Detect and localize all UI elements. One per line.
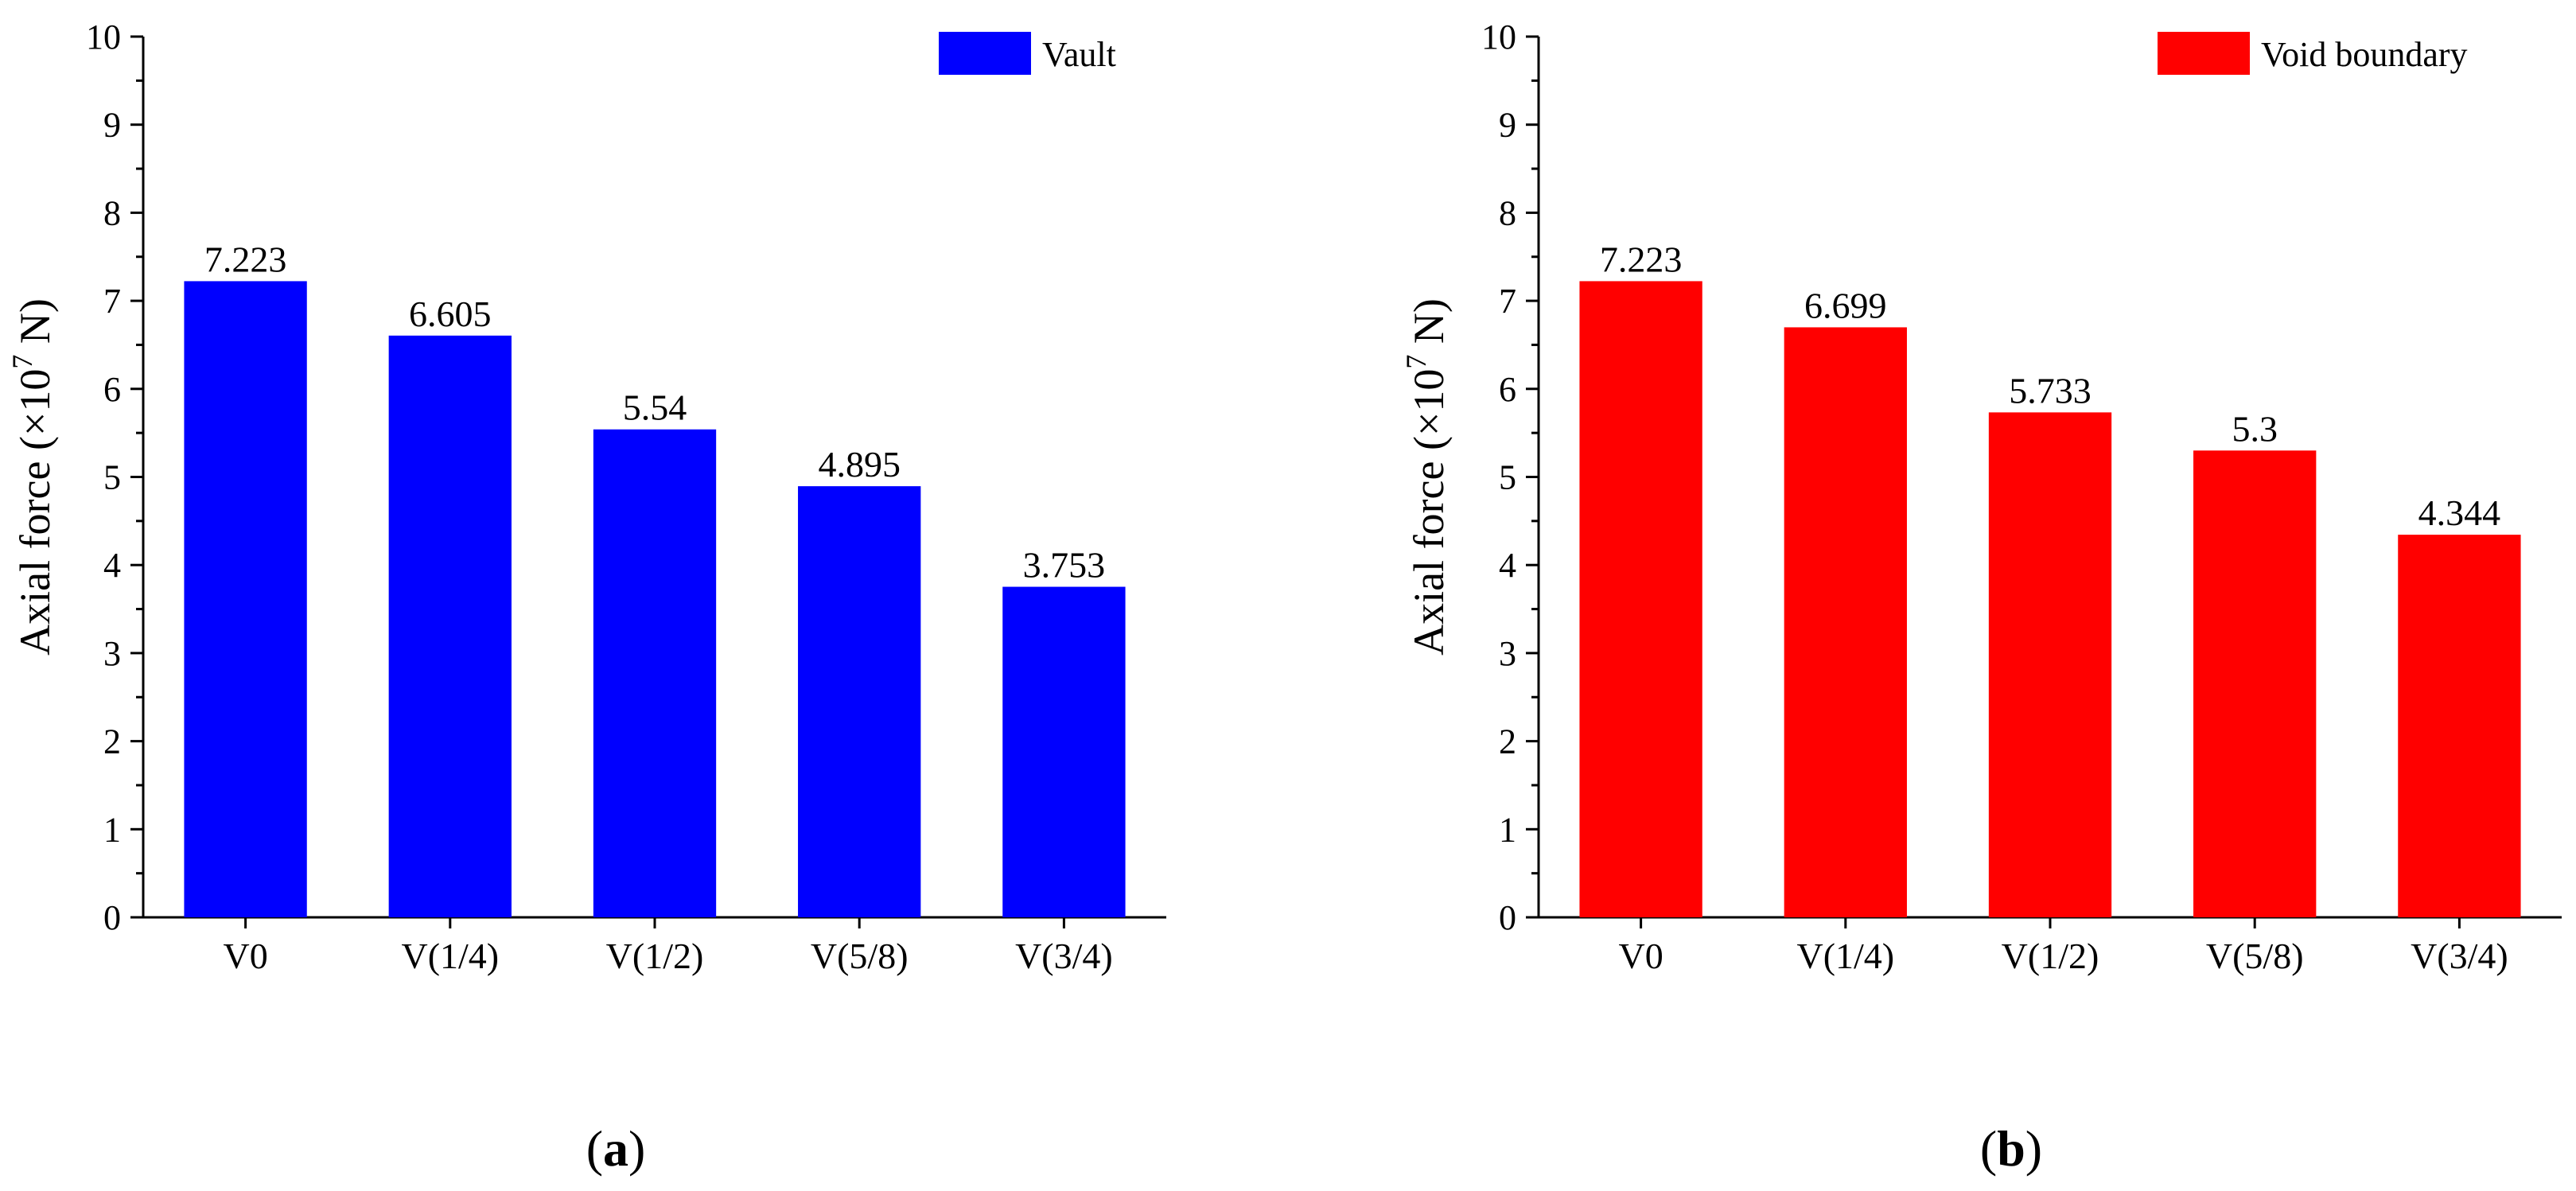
x-category-label: V0 <box>223 936 267 976</box>
y-tick-label: 3 <box>1499 634 1516 673</box>
y-tick-label: 1 <box>1499 810 1516 849</box>
panel-label-b: (b) <box>1980 1120 2042 1177</box>
y-axis-title-unit: N) <box>1405 298 1453 354</box>
bar-V(5/8) <box>798 486 921 917</box>
y-axis-title-unit: N) <box>11 298 59 354</box>
bar-V(1/2) <box>1988 412 2112 917</box>
data-label: 7.223 <box>204 239 287 279</box>
panel-label-b-letter: b <box>1997 1120 2025 1177</box>
data-label: 5.733 <box>2009 370 2092 411</box>
y-axis-title-main: Axial force (×10 <box>1405 369 1453 656</box>
data-label: 6.699 <box>1804 285 1887 325</box>
y-axis-title-exponent: 7 <box>1400 355 1432 369</box>
y-tick-label: 3 <box>103 634 121 673</box>
data-label: 5.54 <box>623 387 687 428</box>
panel-label-a-open: ( <box>586 1120 603 1177</box>
bar-V(1/4) <box>388 335 512 917</box>
panel-label-a: (a) <box>586 1120 646 1177</box>
y-tick-label: 8 <box>103 193 121 232</box>
x-category-label: V0 <box>1618 936 1663 976</box>
bar-V(5/8) <box>2193 450 2317 917</box>
bar-V(3/4) <box>2398 535 2521 917</box>
y-tick-label: 4 <box>103 546 121 585</box>
y-tick-label: 9 <box>1499 106 1516 145</box>
legend-swatch <box>2158 32 2250 75</box>
x-category-label: V(3/4) <box>2411 936 2508 976</box>
data-label: 7.223 <box>1600 239 1683 279</box>
x-category-label: V(5/8) <box>2206 936 2304 976</box>
bar-V0 <box>1579 281 1702 917</box>
y-tick-label: 6 <box>103 370 121 409</box>
legend-label: Vault <box>1042 35 1116 74</box>
y-tick-label: 5 <box>1499 458 1516 497</box>
x-category-label: V(1/2) <box>2002 936 2099 976</box>
y-tick-label: 1 <box>103 810 121 849</box>
data-label: 5.3 <box>2232 408 2278 449</box>
y-tick-label: 2 <box>1499 722 1516 761</box>
y-axis-title-main: Axial force (×10 <box>11 369 59 656</box>
x-category-label: V(1/4) <box>401 936 499 976</box>
bar-V0 <box>184 281 307 917</box>
y-tick-label: 9 <box>103 106 121 145</box>
panel-label-a-close: ) <box>628 1120 645 1177</box>
y-tick-label: 0 <box>103 898 121 937</box>
y-tick-label: 10 <box>86 18 121 56</box>
y-axis-title: Axial force (×107 N) <box>1400 298 1453 656</box>
x-category-label: V(5/8) <box>811 936 909 976</box>
x-category-label: V(1/2) <box>606 936 704 976</box>
y-tick-label: 5 <box>103 458 121 497</box>
data-label: 4.344 <box>2418 492 2501 533</box>
y-axis-title: Axial force (×107 N) <box>6 298 59 656</box>
y-axis-title-exponent: 7 <box>6 355 38 369</box>
panel-label-a-letter: a <box>603 1120 628 1177</box>
y-tick-label: 0 <box>1499 898 1516 937</box>
y-tick-label: 6 <box>1499 370 1516 409</box>
legend-label: Void boundary <box>2261 35 2468 74</box>
x-category-label: V(1/4) <box>1796 936 1894 976</box>
y-tick-label: 7 <box>1499 282 1516 321</box>
bar-V(1/2) <box>593 429 717 917</box>
x-category-label: V(3/4) <box>1015 936 1113 976</box>
data-label: 3.753 <box>1023 545 1106 586</box>
data-label: 4.895 <box>818 444 901 485</box>
y-tick-label: 8 <box>1499 193 1516 232</box>
bar-V(1/4) <box>1784 327 1907 918</box>
y-tick-label: 4 <box>1499 546 1516 585</box>
panel-label-b-open: ( <box>1980 1120 1997 1177</box>
y-tick-label: 10 <box>1481 18 1516 56</box>
data-label: 6.605 <box>409 294 492 334</box>
legend-swatch <box>939 32 1031 75</box>
y-tick-label: 2 <box>103 722 121 761</box>
bar-V(3/4) <box>1002 586 1126 917</box>
panel-label-b-close: ) <box>2025 1120 2042 1177</box>
y-tick-label: 7 <box>103 282 121 321</box>
